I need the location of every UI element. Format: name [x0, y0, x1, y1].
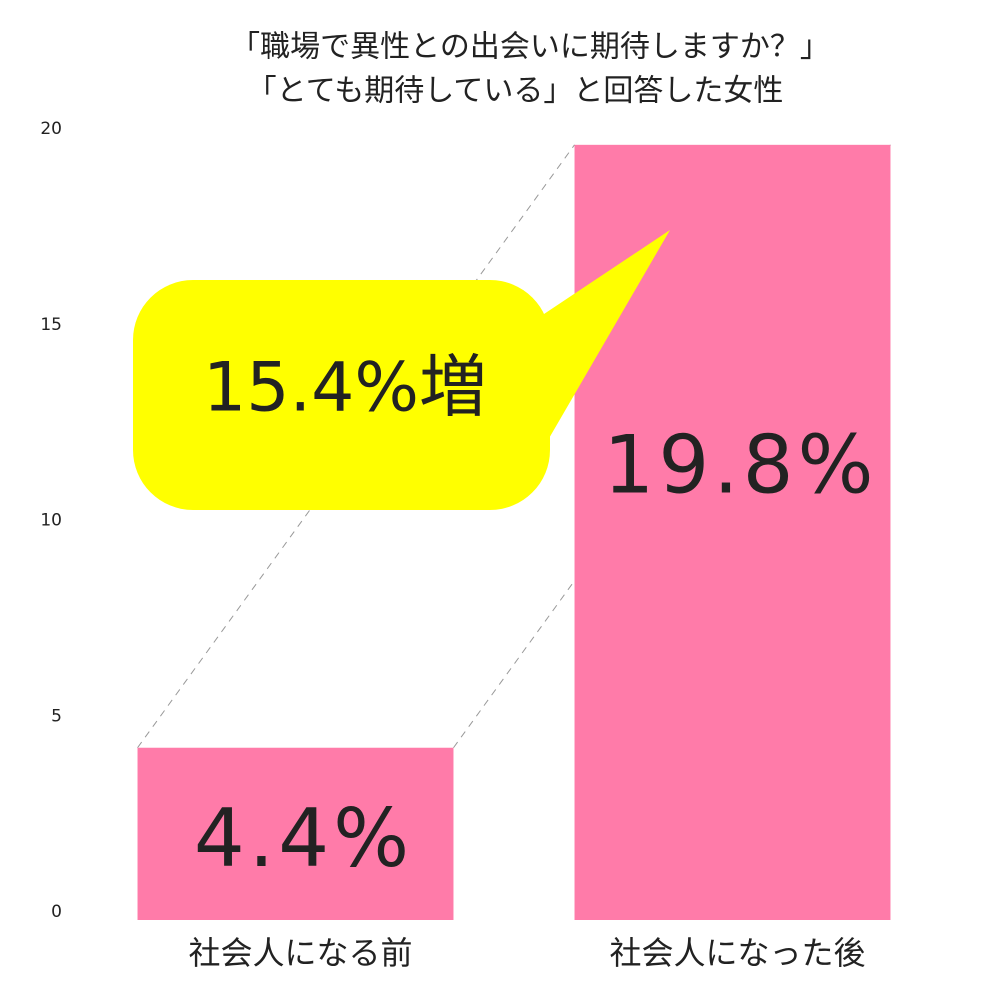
x-tick-label: 社会人になった後: [609, 934, 865, 972]
y-tick-label: 10: [40, 511, 62, 531]
bar: [574, 144, 891, 920]
callout: 15.4%増: [133, 230, 670, 510]
value-label: 19.8%: [603, 418, 877, 511]
chart-title: 「職場で異性との出会いに期待しますか？」: [230, 30, 830, 65]
y-tick-label: 0: [51, 902, 62, 922]
plot: 0 5 10 15 20 社会人になる前 4.4% 社会人になった後 19.8%: [40, 119, 891, 972]
y-tick-label: 20: [40, 119, 62, 139]
bar: [137, 747, 454, 920]
x-tick-label: 社会人になる前: [188, 934, 412, 972]
value-label: 4.4%: [194, 792, 413, 885]
annotation: 15.4%増: [203, 349, 487, 428]
y-tick-label: 15: [40, 315, 62, 335]
y-tick-label: 5: [51, 706, 62, 726]
chart-subtitle: 「とても期待している」と回答した女性: [247, 74, 784, 109]
callout-box: [133, 280, 550, 510]
callout-tail: [520, 230, 670, 440]
